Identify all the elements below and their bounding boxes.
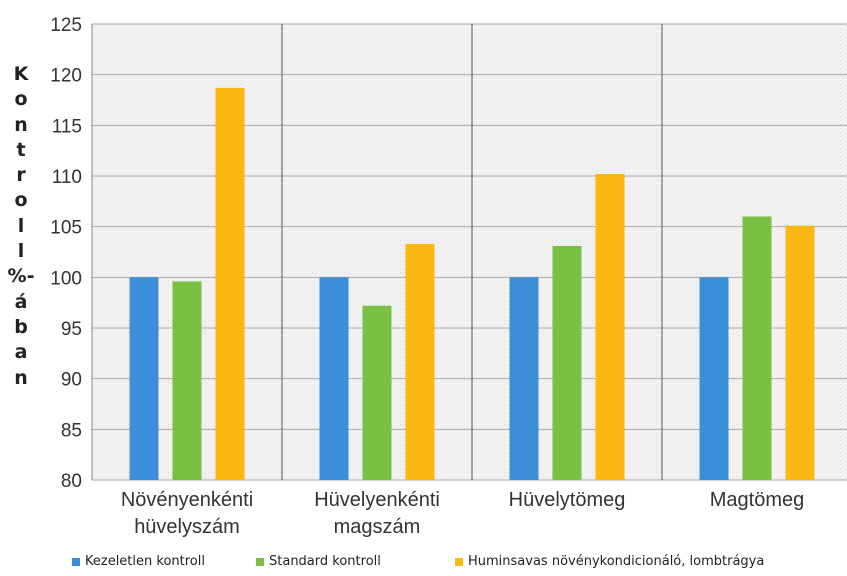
legend-swatch [72,557,80,566]
bar [362,305,392,480]
x-tick-label: Hüvelytömeg [509,489,626,511]
bar [552,245,582,480]
bar [509,277,539,480]
bar [699,277,729,480]
legend-label: Standard kontroll [269,554,381,569]
y-axis-label-line: a [14,341,28,364]
legend-swatch [455,557,463,566]
y-tick-label: 125 [50,15,82,36]
y-axis-label-line: o [14,88,28,111]
y-tick-label: 100 [50,268,82,289]
y-tick-label: 80 [61,471,82,492]
legend-item: Standard kontroll [256,554,381,569]
y-axis-label-line: n [14,366,28,389]
bar [785,225,815,480]
y-axis-label-line: á [14,290,28,313]
y-axis-label-line: l [17,240,25,263]
bar [405,243,435,480]
legend-item: Kezeletlen kontroll [72,554,205,569]
chart-legend: Kezeletlen kontroll Standard kontroll Humi… [0,554,847,572]
y-axis-label-line: n [14,113,28,136]
legend-swatch [256,557,264,566]
y-axis-label-line: b [14,315,28,338]
x-tick-label: Hüvelyenkénti [314,489,440,511]
x-tick-label: Növényenkénti [121,489,253,511]
legend-label: Kezeletlen kontroll [85,554,205,569]
bar [742,216,772,481]
y-tick-label: 120 [50,66,82,87]
y-tick-label: 95 [61,319,82,340]
x-tick-label: Magtömeg [710,489,805,511]
x-tick-label: hüvelyszám [134,516,240,538]
legend-item: Huminsavas növénykondicionáló, lombtrágy… [455,554,764,569]
bar [215,87,245,480]
y-tick-label: 90 [61,370,82,391]
y-tick-label: 115 [52,116,82,137]
y-tick-label: 85 [61,420,82,441]
x-tick-label: magszám [334,516,421,538]
y-axis-label-line: l [17,214,25,237]
y-axis-label-line: o [14,189,28,212]
legend-label: Huminsavas növénykondicionáló, lombtrágy… [468,554,765,569]
y-axis-label-line: %- [7,265,35,288]
bar [172,281,202,480]
bar [129,277,159,480]
y-tick-label: 110 [52,167,82,188]
plot-area-background [92,24,847,480]
y-axis-label-line: t [16,138,26,161]
y-tick-label: 105 [50,218,82,239]
bar [319,277,349,480]
y-axis-label-line: K [13,63,29,85]
bar [595,173,625,480]
y-axis-label-line: r [16,164,26,187]
